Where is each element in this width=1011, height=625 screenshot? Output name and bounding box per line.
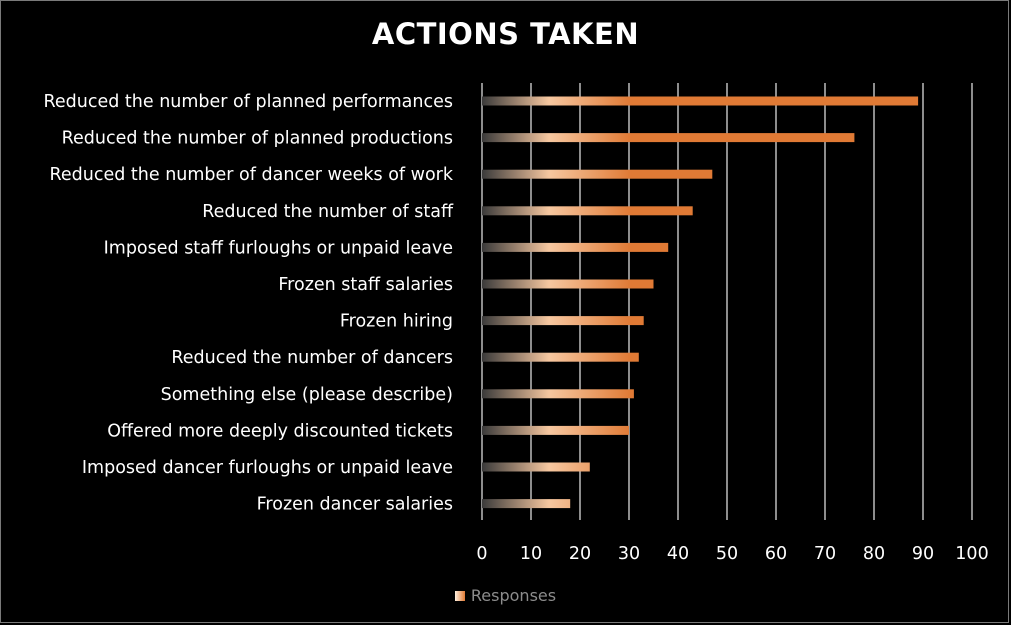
category-label: Reduced the number of planned performanc… [44,92,453,112]
legend-swatch [454,590,465,601]
x-tick-label: 100 [955,544,988,564]
category-label: Something else (please describe) [161,385,453,405]
bar [482,133,855,143]
x-tick-label: 50 [716,544,738,564]
category-labels: Reduced the number of planned performanc… [44,92,454,515]
category-label: Reduced the number of dancers [171,348,453,368]
x-tick-label: 70 [814,544,836,564]
category-label: Frozen hiring [340,312,453,332]
legend-label: Responses [470,586,557,605]
bars [482,96,919,509]
bar [482,316,644,326]
category-label: Offered more deeply discounted tickets [107,421,453,441]
bar [482,242,669,252]
category-label: Frozen staff salaries [278,275,453,295]
x-tick-label: 40 [667,544,689,564]
bar [482,352,639,362]
x-tick-label: 0 [476,544,487,564]
bar [482,425,629,435]
x-tick-label: 30 [618,544,640,564]
category-label: Frozen dancer salaries [257,495,453,515]
x-axis-tick-labels: 0 10 20 30 40 50 60 70 80 90 100 [476,544,988,564]
x-tick-label: 80 [863,544,885,564]
chart-title: ACTIONS TAKEN [371,17,640,51]
bar [482,499,571,509]
bar [482,206,693,216]
category-label: Reduced the number of dancer weeks of wo… [50,165,454,185]
x-tick-label: 20 [569,544,591,564]
bar [482,389,634,399]
bar [482,96,919,106]
category-label: Reduced the number of planned production… [62,129,453,149]
x-tick-label: 10 [520,544,542,564]
category-label: Reduced the number of staff [202,202,454,222]
legend: Responses [1,586,1010,605]
bar [482,169,713,179]
x-tick-label: 60 [765,544,787,564]
x-tick-label: 90 [912,544,934,564]
bar [482,279,654,289]
category-label: Imposed dancer furloughs or unpaid leave [82,458,453,478]
bar [482,462,590,472]
gridlines [481,83,973,520]
category-label: Imposed staff furloughs or unpaid leave [104,238,453,258]
